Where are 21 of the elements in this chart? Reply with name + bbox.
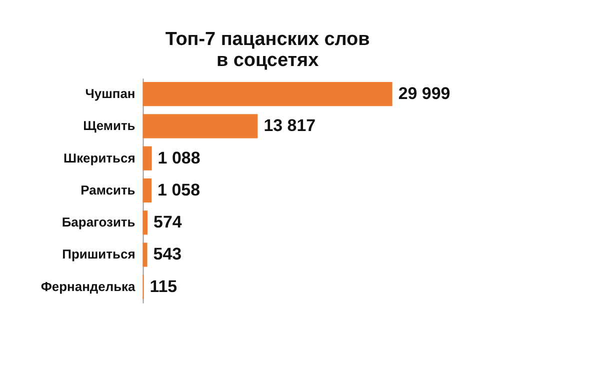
bar (142, 82, 392, 106)
data-label: 1 058 (158, 180, 200, 200)
bar (142, 178, 152, 203)
y-tick-label: Фернанделька (40, 278, 136, 294)
data-label: 29 999 (398, 84, 450, 104)
y-tick-label: Рамсить (80, 182, 136, 198)
y-tick-label: Пришиться (62, 246, 136, 262)
bar (142, 242, 148, 267)
y-tick-label: Шкериться (64, 150, 136, 166)
data-label: 1 088 (158, 148, 200, 168)
bar (142, 146, 152, 170)
data-label: 115 (150, 276, 178, 296)
y-tick-label: Щемить (83, 118, 136, 134)
data-label: 574 (154, 212, 182, 232)
bar (142, 114, 258, 138)
data-label: 543 (153, 244, 182, 264)
y-tick-label: Барагозить (62, 214, 136, 230)
data-label: 13 817 (264, 116, 316, 136)
chart-title: Топ-7 пацанских слов в соцсетях (165, 29, 370, 72)
bar (142, 210, 148, 235)
y-tick-label: Чушпан (85, 86, 136, 102)
